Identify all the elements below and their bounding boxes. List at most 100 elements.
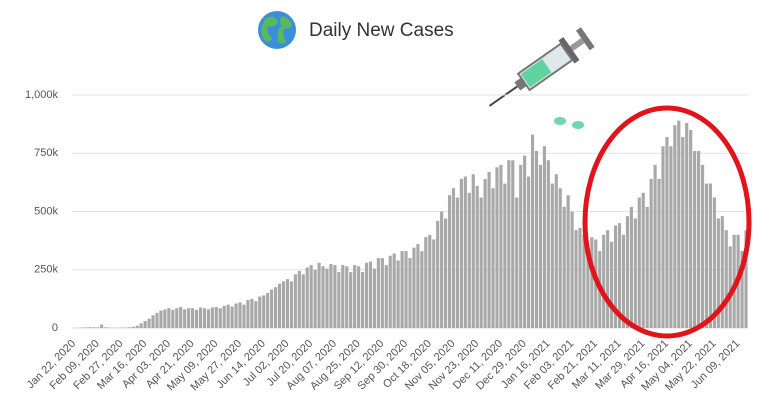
bar	[250, 298, 254, 328]
bar	[617, 223, 622, 328]
bar	[629, 206, 633, 328]
bar	[621, 234, 626, 328]
bar	[159, 310, 163, 328]
bar	[190, 308, 195, 328]
highlight-ellipse	[582, 105, 752, 339]
bar	[408, 258, 412, 328]
bar	[139, 323, 143, 328]
bar	[388, 255, 392, 328]
bar	[360, 272, 365, 328]
bar	[479, 197, 483, 328]
bar	[451, 188, 456, 328]
bar	[167, 308, 171, 328]
bar	[222, 305, 226, 328]
bar	[511, 160, 515, 328]
bar	[740, 251, 744, 328]
bar	[234, 303, 238, 328]
bar	[285, 279, 290, 328]
bar	[305, 267, 309, 328]
bar	[127, 327, 131, 328]
globe-icon	[258, 11, 296, 49]
bar	[704, 183, 709, 328]
bar	[262, 295, 266, 328]
y-tick-label: 750k	[34, 147, 58, 159]
bar	[653, 164, 657, 328]
bar	[258, 296, 262, 328]
bar	[649, 178, 653, 328]
y-tick-label: 1,000k	[25, 89, 59, 101]
bar	[187, 308, 191, 328]
bar	[293, 274, 297, 328]
bar	[254, 301, 258, 328]
bar	[198, 307, 203, 328]
bar	[147, 318, 151, 328]
bar	[432, 239, 436, 328]
bar	[289, 281, 293, 328]
bar	[281, 281, 286, 328]
bar	[677, 120, 681, 328]
bar	[84, 327, 88, 328]
bar	[321, 266, 325, 328]
bar	[210, 307, 214, 328]
bar	[467, 192, 471, 328]
bar	[519, 164, 523, 328]
bar	[100, 324, 104, 328]
bar	[724, 230, 728, 328]
bar	[349, 272, 353, 328]
bar	[179, 307, 183, 328]
bar	[613, 225, 618, 328]
bar	[163, 309, 167, 328]
bar	[155, 312, 159, 328]
bar	[337, 272, 341, 328]
bar	[455, 197, 460, 328]
bar	[104, 327, 108, 328]
bar	[353, 265, 357, 328]
bar	[586, 251, 590, 328]
bar	[641, 192, 645, 328]
bar	[384, 265, 388, 328]
bar	[242, 304, 246, 328]
bar	[633, 218, 637, 328]
bar	[131, 326, 135, 328]
bar	[416, 244, 420, 328]
bar	[697, 150, 701, 328]
bar	[364, 262, 369, 328]
drop	[572, 121, 584, 129]
bar	[226, 304, 230, 328]
bar	[372, 268, 377, 328]
bar	[357, 266, 361, 328]
bar	[175, 308, 179, 328]
drop	[554, 117, 566, 125]
bar	[708, 183, 713, 328]
bar	[665, 136, 669, 328]
bar	[183, 309, 187, 328]
bar	[732, 234, 736, 328]
bar	[341, 265, 345, 328]
bar	[530, 134, 535, 328]
bar	[574, 230, 578, 328]
bar	[534, 150, 539, 328]
bar	[143, 321, 147, 328]
bar	[538, 164, 543, 328]
bar	[270, 289, 274, 328]
bar	[602, 234, 606, 328]
bar	[345, 266, 349, 328]
bar	[274, 287, 278, 328]
bar	[368, 261, 373, 328]
bar	[558, 188, 562, 328]
bar	[135, 325, 139, 328]
bar	[693, 150, 697, 328]
bar	[712, 197, 716, 328]
bar	[404, 251, 408, 328]
bar	[392, 253, 396, 328]
bar	[151, 315, 155, 328]
bar	[491, 188, 495, 328]
bar	[440, 211, 444, 328]
bar	[578, 227, 582, 328]
bar	[459, 178, 463, 328]
bar	[376, 258, 380, 328]
bar	[566, 195, 570, 328]
bar	[424, 237, 428, 328]
